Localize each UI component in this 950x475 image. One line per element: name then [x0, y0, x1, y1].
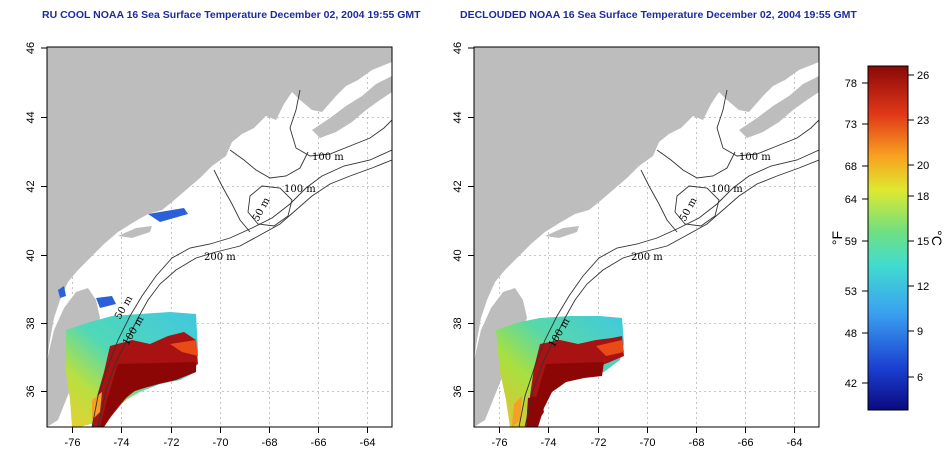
left-lat-tick-label: 44: [25, 111, 37, 123]
colorbar-c-tick-label: 9: [917, 326, 923, 338]
right-lat-tick-label: 46: [452, 42, 464, 54]
colorbar-f-tick-label: 78: [845, 78, 857, 90]
right-lon-tick-label: -68: [689, 437, 705, 449]
left-land: [47, 47, 392, 360]
right-long-island: [545, 226, 579, 238]
right-lat-tick-labels: 36 38 40 42 44 46: [452, 42, 464, 398]
colorbar-f-ticks: 78 73 68 64 59 53 48 42: [845, 78, 857, 390]
right-lon-tick-label: -74: [541, 437, 557, 449]
right-lon-tick-label: -76: [492, 437, 508, 449]
right-lon-tick-label: -66: [738, 437, 754, 449]
left-isobath-label-100m-north: 100 m: [312, 152, 344, 163]
left-sst-front: [170, 340, 198, 356]
left-lat-tick-label: 36: [25, 385, 37, 397]
left-isobath-lines: [91, 89, 392, 427]
right-isobath-label-100m-east: 100 m: [711, 184, 743, 195]
temperature-colorbar: 78 73 68 64 59 53 48 42 26 23 20 18 15 1…: [829, 65, 945, 411]
left-lon-tick-label: -74: [114, 437, 130, 449]
right-land: [474, 47, 819, 360]
colorbar-f-tick-label: 48: [845, 328, 857, 340]
left-lon-tick-label: -76: [65, 437, 81, 449]
colorbar-c-tick-label: 23: [917, 115, 929, 127]
colorbar-c-tick-label: 26: [917, 70, 929, 82]
right-nova-scotia: [739, 76, 819, 138]
left-tick-marks: [41, 47, 368, 433]
right-lat-tick-label: 38: [452, 317, 464, 329]
right-sst-nearshore-warm: [512, 396, 522, 427]
colorbar-gradient: [867, 65, 909, 411]
left-isobath-label-200m: 200 m: [204, 252, 236, 263]
colorbar-tick-marks: [862, 74, 914, 384]
left-lon-tick-label: -70: [213, 437, 229, 449]
right-map-panel: 100 m 100 m 50 m 200 m 100 m -76 -74 -72…: [452, 42, 820, 449]
right-lon-tick-label: -64: [787, 437, 803, 449]
right-sst-front: [596, 340, 624, 356]
right-lat-tick-label: 42: [452, 180, 464, 192]
colorbar-c-tick-label: 6: [917, 372, 923, 384]
right-tick-marks: [468, 47, 795, 433]
colorbar-celsius-label: °C: [929, 230, 945, 246]
colorbar-c-tick-label: 18: [917, 191, 929, 203]
left-lat-tick-label: 42: [25, 180, 37, 192]
colorbar-c-tick-label: 12: [917, 281, 929, 293]
colorbar-c-tick-label: 20: [917, 160, 929, 172]
left-map-title: RU COOL NOAA 16 Sea Surface Temperature …: [42, 9, 421, 21]
colorbar-f-tick-label: 53: [845, 286, 857, 298]
left-isobath-label-100m-east: 100 m: [284, 184, 316, 195]
left-sst-warm-core: [100, 362, 196, 427]
right-isobath-label-100m-north: 100 m: [739, 152, 771, 163]
left-lon-tick-labels: -76 -74 -72 -70 -68 -66 -64: [65, 437, 376, 449]
colorbar-f-tick-label: 73: [845, 119, 857, 131]
colorbar-c-tick-label: 15: [917, 236, 929, 248]
right-lon-tick-label: -72: [591, 437, 607, 449]
left-lat-tick-labels: 36 38 40 42 44 46: [25, 42, 37, 398]
right-sst-warm-field: [526, 336, 624, 427]
right-lon-tick-label: -70: [640, 437, 656, 449]
left-lon-tick-label: -64: [360, 437, 376, 449]
right-lat-tick-label: 36: [452, 385, 464, 397]
right-map-title: DECLOUDED NOAA 16 Sea Surface Temperatur…: [460, 9, 857, 21]
colorbar-f-tick-label: 59: [845, 236, 857, 248]
right-sst-warm-ring: [526, 396, 544, 427]
left-lat-tick-label: 40: [25, 249, 37, 261]
right-map-frame: [473, 46, 820, 428]
right-isobath-lines: [518, 89, 819, 427]
right-lat-tick-label: 44: [452, 111, 464, 123]
left-lat-tick-label: 38: [25, 317, 37, 329]
colorbar-f-tick-label: 68: [845, 161, 857, 173]
colorbar-fahrenheit-label: °F: [829, 231, 845, 245]
left-long-island: [118, 226, 152, 238]
left-lon-tick-label: -72: [164, 437, 180, 449]
left-nova-scotia: [312, 76, 392, 138]
left-lon-tick-label: -68: [262, 437, 278, 449]
left-lat-tick-label: 46: [25, 42, 37, 54]
right-sst-warm-core: [532, 362, 604, 427]
right-lon-tick-labels: -76 -74 -72 -70 -68 -66 -64: [492, 437, 803, 449]
colorbar-f-tick-label: 64: [845, 194, 857, 206]
colorbar-c-ticks: 26 23 20 18 15 12 9 6: [917, 70, 929, 384]
left-map-panel: 100 m 100 m 50 m 200 m 50 m 100 m -76 -7…: [25, 42, 393, 449]
right-isobath-label-200m: 200 m: [631, 252, 663, 263]
right-lat-tick-label: 40: [452, 249, 464, 261]
colorbar-f-tick-label: 42: [845, 378, 857, 390]
left-lon-tick-label: -66: [311, 437, 327, 449]
left-map-frame: [46, 46, 393, 428]
